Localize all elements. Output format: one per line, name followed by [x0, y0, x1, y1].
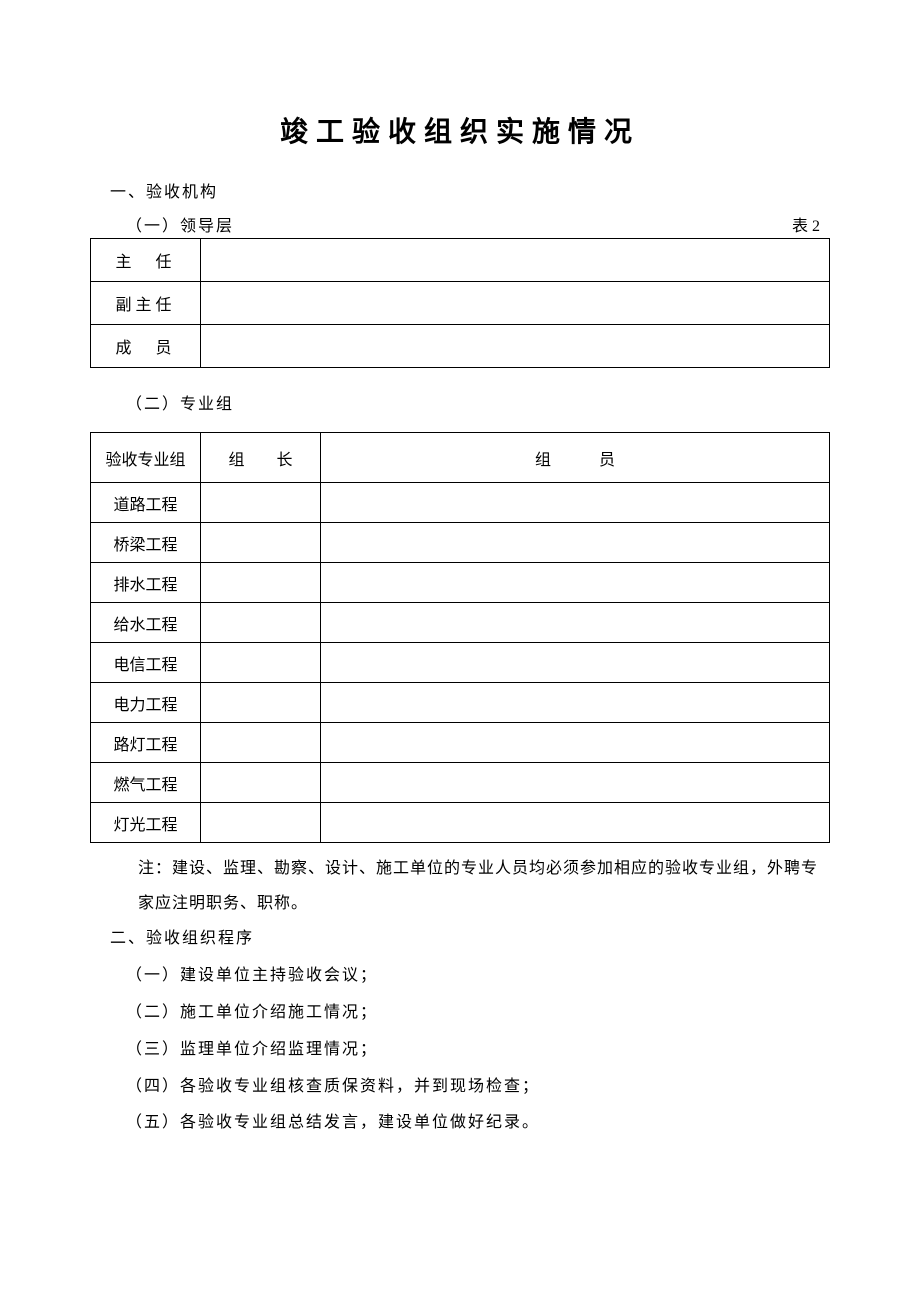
procedure-item: （三）监理单位介绍监理情况；: [90, 1032, 830, 1069]
group-members: [321, 803, 830, 843]
table-row: 成 员: [91, 325, 830, 368]
group-name: 灯光工程: [91, 803, 201, 843]
table-row: 副主任: [91, 282, 830, 325]
procedure-item: （五）各验收专业组总结发言，建设单位做好纪录。: [90, 1105, 830, 1142]
subsection2-label: （二）专业组: [90, 390, 830, 414]
row-label: 成 员: [91, 325, 201, 368]
group-leader: [201, 563, 321, 603]
table-row: 桥梁工程: [91, 523, 830, 563]
procedure-item: （一）建设单位主持验收会议；: [90, 958, 830, 995]
group-name: 路灯工程: [91, 723, 201, 763]
group-name: 给水工程: [91, 603, 201, 643]
row-label: 副主任: [91, 282, 201, 325]
table-row: 电信工程: [91, 643, 830, 683]
table-number: 表 2: [792, 212, 820, 236]
specialty-group-table: 验收专业组 组 长 组 员 道路工程 桥梁工程 排水工程 给水工程 电信工程 电…: [90, 432, 830, 843]
header-col2: 组 长: [201, 433, 321, 483]
group-name: 电力工程: [91, 683, 201, 723]
group-name: 燃气工程: [91, 763, 201, 803]
table-row: 道路工程: [91, 483, 830, 523]
page-title: 竣工验收组织实施情况: [90, 110, 830, 150]
table-row: 主 任: [91, 239, 830, 282]
procedure-item: （四）各验收专业组核查质保资料，并到现场检查；: [90, 1069, 830, 1106]
group-members: [321, 763, 830, 803]
section1-heading: 一、验收机构: [90, 178, 830, 202]
group-leader: [201, 763, 321, 803]
table-header-row: 验收专业组 组 长 组 员: [91, 433, 830, 483]
group-leader: [201, 603, 321, 643]
table-row: 燃气工程: [91, 763, 830, 803]
leadership-table: 主 任 副主任 成 员: [90, 238, 830, 368]
subsection1-row: （一）领导层 表 2: [90, 212, 830, 236]
group-name: 排水工程: [91, 563, 201, 603]
subsection1-label: （一）领导层: [126, 212, 234, 236]
group-leader: [201, 683, 321, 723]
group-members: [321, 723, 830, 763]
table-row: 灯光工程: [91, 803, 830, 843]
procedure-item: （二）施工单位介绍施工情况；: [90, 995, 830, 1032]
row-value: [201, 239, 830, 282]
group-members: [321, 523, 830, 563]
header-col1: 验收专业组: [91, 433, 201, 483]
group-leader: [201, 803, 321, 843]
row-value: [201, 325, 830, 368]
section2-heading: 二、验收组织程序: [90, 921, 830, 958]
table-row: 电力工程: [91, 683, 830, 723]
group-name: 道路工程: [91, 483, 201, 523]
group-members: [321, 483, 830, 523]
header-col3: 组 员: [321, 433, 830, 483]
group-leader: [201, 643, 321, 683]
table-row: 路灯工程: [91, 723, 830, 763]
group-leader: [201, 523, 321, 563]
group-members: [321, 683, 830, 723]
group-name: 桥梁工程: [91, 523, 201, 563]
group-leader: [201, 483, 321, 523]
group-members: [321, 603, 830, 643]
group-members: [321, 563, 830, 603]
table-row: 排水工程: [91, 563, 830, 603]
table-note: 注：建设、监理、勘察、设计、施工单位的专业人员均必须参加相应的验收专业组，外聘专…: [90, 843, 830, 921]
row-value: [201, 282, 830, 325]
group-name: 电信工程: [91, 643, 201, 683]
row-label: 主 任: [91, 239, 201, 282]
group-leader: [201, 723, 321, 763]
group-members: [321, 643, 830, 683]
table-row: 给水工程: [91, 603, 830, 643]
